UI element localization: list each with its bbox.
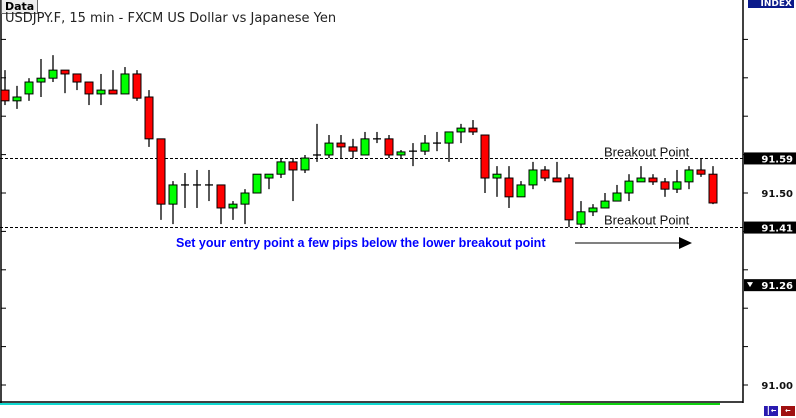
chart-title: USDJPY.F, 15 min - FXCM US Dollar vs Jap… (5, 11, 337, 26)
candle-down (660, 181, 670, 190)
entry-note: Set your entry point a few pips below th… (176, 236, 546, 250)
candle-up (444, 131, 454, 144)
arrow-head-icon (679, 237, 692, 249)
triangle-down-icon (747, 282, 753, 288)
candle-down (84, 81, 94, 95)
candle-up (120, 73, 130, 95)
candle-up (516, 184, 526, 198)
candle-down (480, 134, 490, 179)
candle-down (144, 96, 154, 140)
candle-up (252, 173, 262, 194)
candle-down (348, 146, 358, 152)
scroll-back-icon[interactable]: ← (780, 405, 796, 417)
candle-up (528, 169, 538, 186)
candle-up (240, 192, 250, 205)
candle-up (672, 181, 682, 190)
price-marker-label: 91.26 (761, 281, 793, 292)
candle-up (276, 161, 286, 175)
candle-down (60, 69, 70, 75)
candle-down (132, 73, 142, 99)
candle-up (588, 207, 598, 213)
candle-down (336, 142, 346, 148)
candle-down (384, 138, 394, 156)
data-tab[interactable]: Data (1, 0, 39, 14)
candle-down (708, 173, 718, 204)
scrollbar-track (0, 403, 560, 405)
y-tick-label: 91.50 (761, 189, 793, 200)
candle-down (504, 177, 514, 198)
candle-down (468, 127, 478, 133)
candle-down (108, 89, 118, 95)
candle-up (96, 89, 106, 95)
candle-up (612, 192, 622, 202)
candle-up (636, 177, 646, 183)
candle-up (12, 96, 22, 102)
candle-down (540, 169, 550, 179)
candle-down (288, 161, 298, 171)
candle-up (456, 127, 466, 133)
candle-down (0, 89, 10, 102)
candle-up (228, 203, 238, 209)
candle-up (168, 184, 178, 205)
candle-down (552, 177, 562, 183)
price-marker-label: 91.59 (761, 154, 793, 165)
candle-down (72, 73, 82, 83)
candle-up (396, 151, 406, 156)
candle-up (684, 169, 694, 183)
y-tick-label: 91.00 (761, 381, 793, 392)
candle-up (324, 142, 334, 156)
price-marker-label: 91.41 (761, 224, 793, 235)
upper-breakout-label: Breakout Point (604, 144, 690, 159)
candle-up (600, 200, 610, 209)
candle-up (24, 81, 34, 95)
scrollbar-thumb (560, 403, 720, 405)
candle-up (576, 211, 586, 225)
candle-up (420, 142, 430, 152)
candle-up (624, 180, 634, 194)
candle-up (360, 138, 370, 156)
index-label: INDEX (748, 0, 794, 9)
lower-breakout-label: Breakout Point (604, 213, 690, 228)
candle-down (564, 177, 574, 221)
candle-down (648, 177, 658, 183)
scroll-to-start-icon[interactable]: |← (763, 405, 779, 417)
candle-down (216, 184, 226, 209)
candle-down (156, 138, 166, 205)
price-marker-bg (744, 221, 796, 234)
candle-up (36, 77, 46, 83)
candle-up (492, 173, 502, 179)
candle-down (696, 169, 706, 175)
candle-up (48, 69, 58, 79)
price-marker-bg (744, 152, 796, 165)
candle-up (300, 157, 310, 171)
candle-up (264, 173, 274, 179)
price-marker-bg (744, 279, 796, 292)
